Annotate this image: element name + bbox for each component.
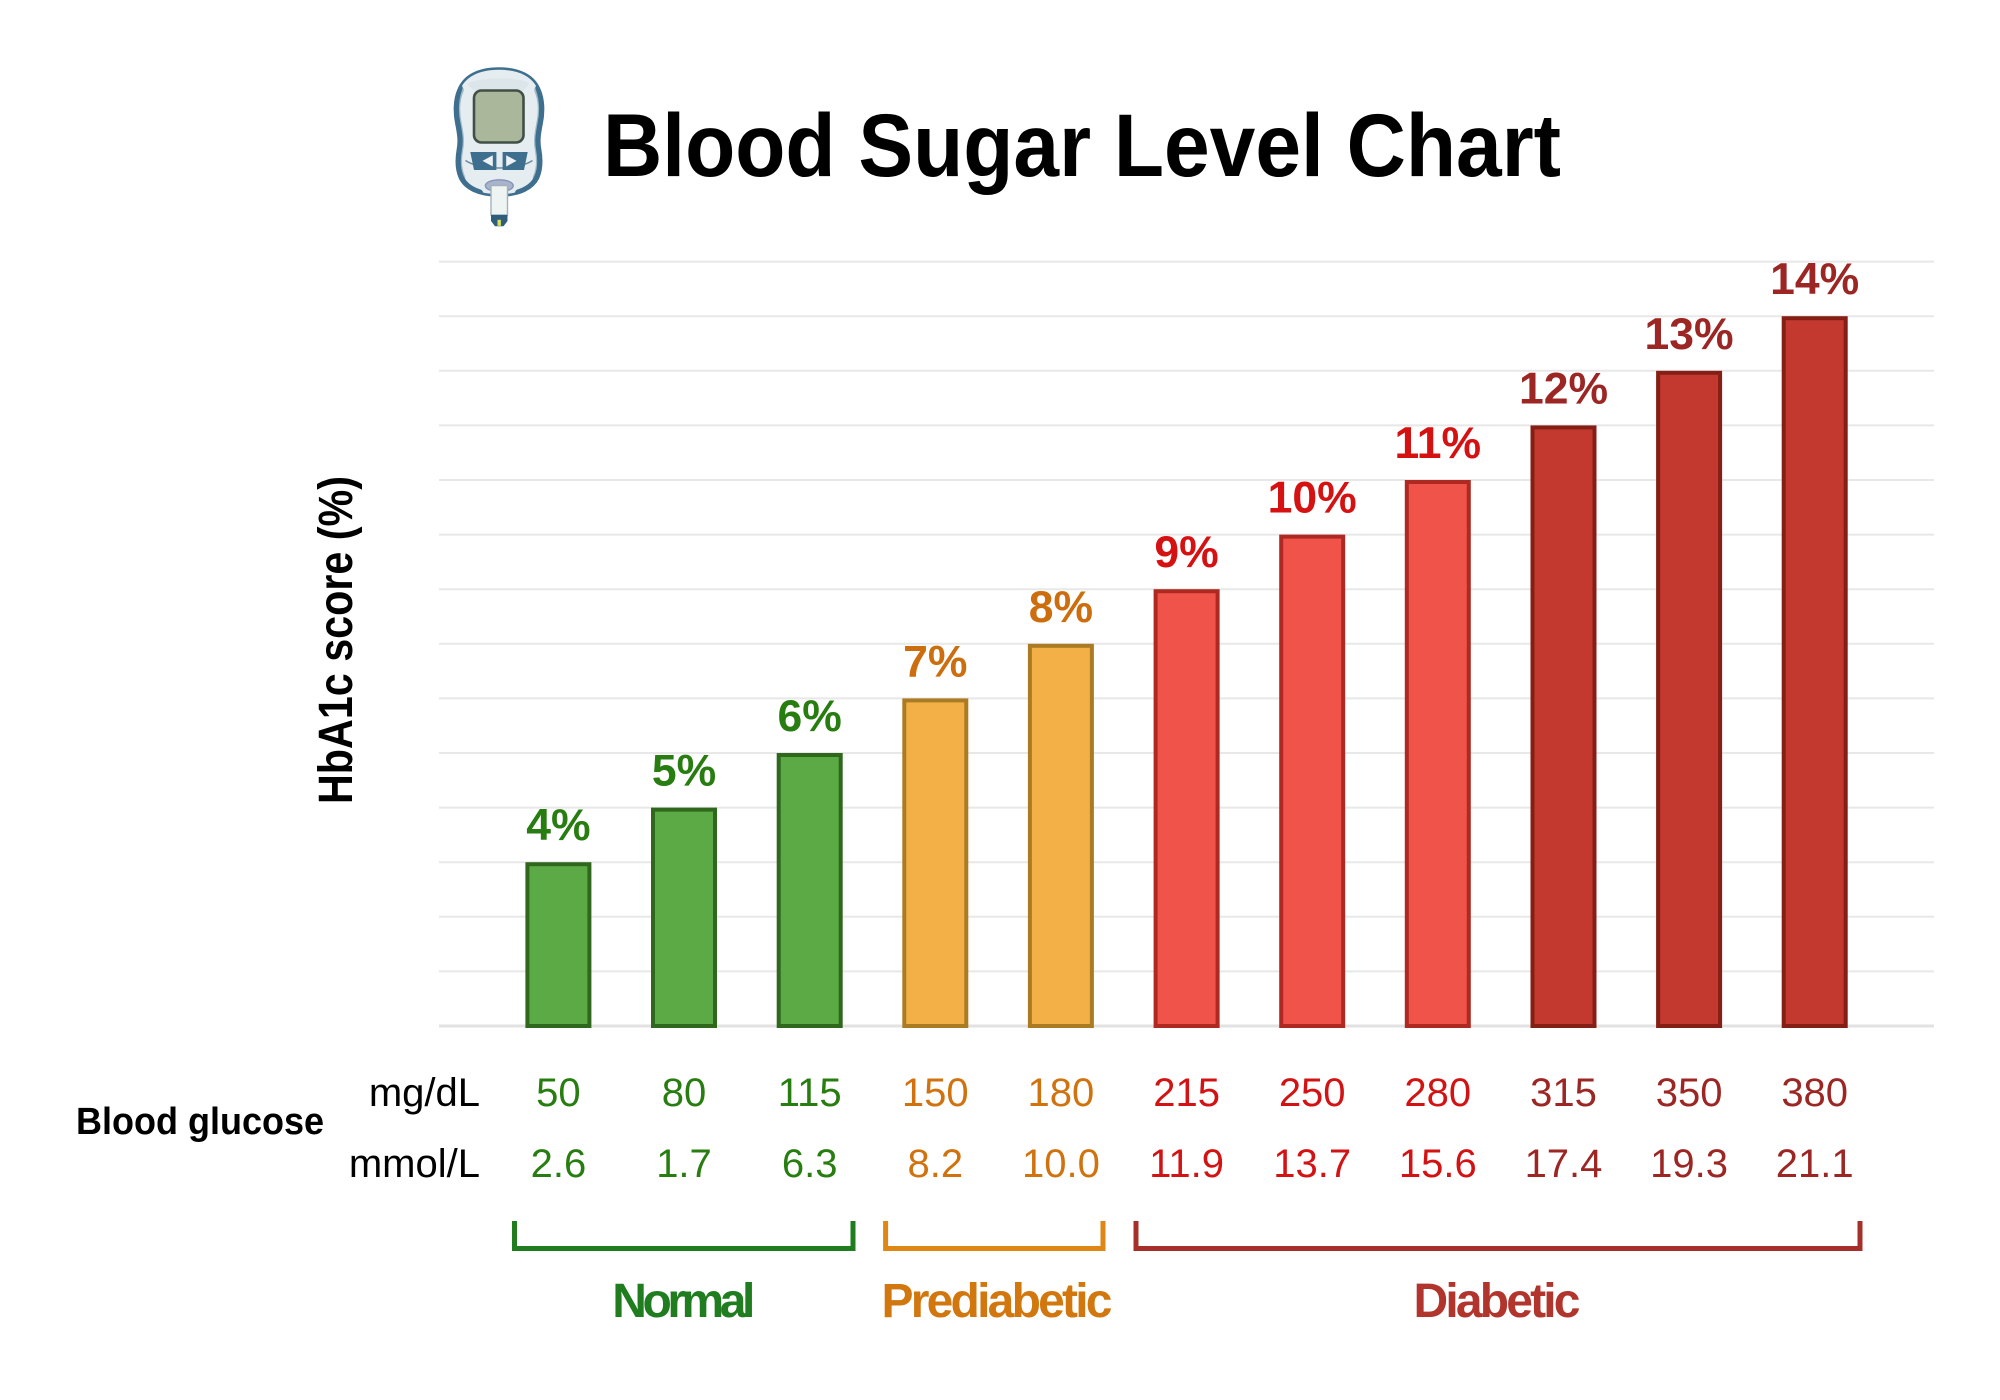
- svg-text:115: 115: [778, 1071, 842, 1115]
- svg-text:14%: 14%: [1770, 255, 1859, 304]
- svg-text:9%: 9%: [1154, 528, 1218, 577]
- svg-text:HbA1c score (%): HbA1c score (%): [310, 476, 363, 804]
- svg-text:4%: 4%: [526, 801, 590, 850]
- svg-text:mg/dL: mg/dL: [369, 1071, 480, 1115]
- svg-text:15.6: 15.6: [1399, 1142, 1477, 1186]
- svg-text:11%: 11%: [1394, 419, 1481, 468]
- svg-text:12%: 12%: [1519, 364, 1608, 413]
- svg-text:6.3: 6.3: [782, 1142, 838, 1186]
- svg-text:8%: 8%: [1029, 583, 1093, 632]
- svg-text:8.2: 8.2: [907, 1142, 963, 1186]
- svg-text:11.9: 11.9: [1149, 1142, 1224, 1186]
- svg-text:180: 180: [1028, 1071, 1095, 1115]
- svg-text:Prediabetic: Prediabetic: [882, 1275, 1113, 1328]
- svg-text:Blood Sugar Level Chart: Blood Sugar Level Chart: [603, 95, 1561, 195]
- svg-text:13%: 13%: [1645, 310, 1734, 359]
- svg-text:19.3: 19.3: [1650, 1142, 1728, 1186]
- svg-text:215: 215: [1153, 1071, 1220, 1115]
- svg-text:280: 280: [1404, 1071, 1471, 1115]
- svg-text:2.6: 2.6: [531, 1142, 587, 1186]
- svg-text:350: 350: [1656, 1071, 1723, 1115]
- svg-text:Normal: Normal: [612, 1275, 755, 1328]
- svg-text:380: 380: [1781, 1071, 1848, 1115]
- svg-text:50: 50: [536, 1071, 581, 1115]
- svg-text:10.0: 10.0: [1022, 1142, 1100, 1186]
- svg-text:250: 250: [1279, 1071, 1346, 1115]
- svg-text:7%: 7%: [903, 637, 967, 686]
- svg-text:17.4: 17.4: [1525, 1142, 1603, 1186]
- svg-text:315: 315: [1530, 1071, 1597, 1115]
- svg-text:13.7: 13.7: [1273, 1142, 1351, 1186]
- svg-text:1.7: 1.7: [656, 1142, 712, 1186]
- svg-text:150: 150: [902, 1071, 969, 1115]
- svg-text:mmol/L: mmol/L: [349, 1142, 480, 1186]
- svg-text:Blood glucose: Blood glucose: [76, 1101, 324, 1143]
- svg-text:80: 80: [662, 1071, 707, 1115]
- svg-text:10%: 10%: [1268, 474, 1357, 523]
- svg-text:Diabetic: Diabetic: [1414, 1275, 1581, 1328]
- svg-text:21.1: 21.1: [1776, 1142, 1854, 1186]
- svg-text:6%: 6%: [778, 692, 842, 741]
- svg-text:5%: 5%: [652, 747, 716, 796]
